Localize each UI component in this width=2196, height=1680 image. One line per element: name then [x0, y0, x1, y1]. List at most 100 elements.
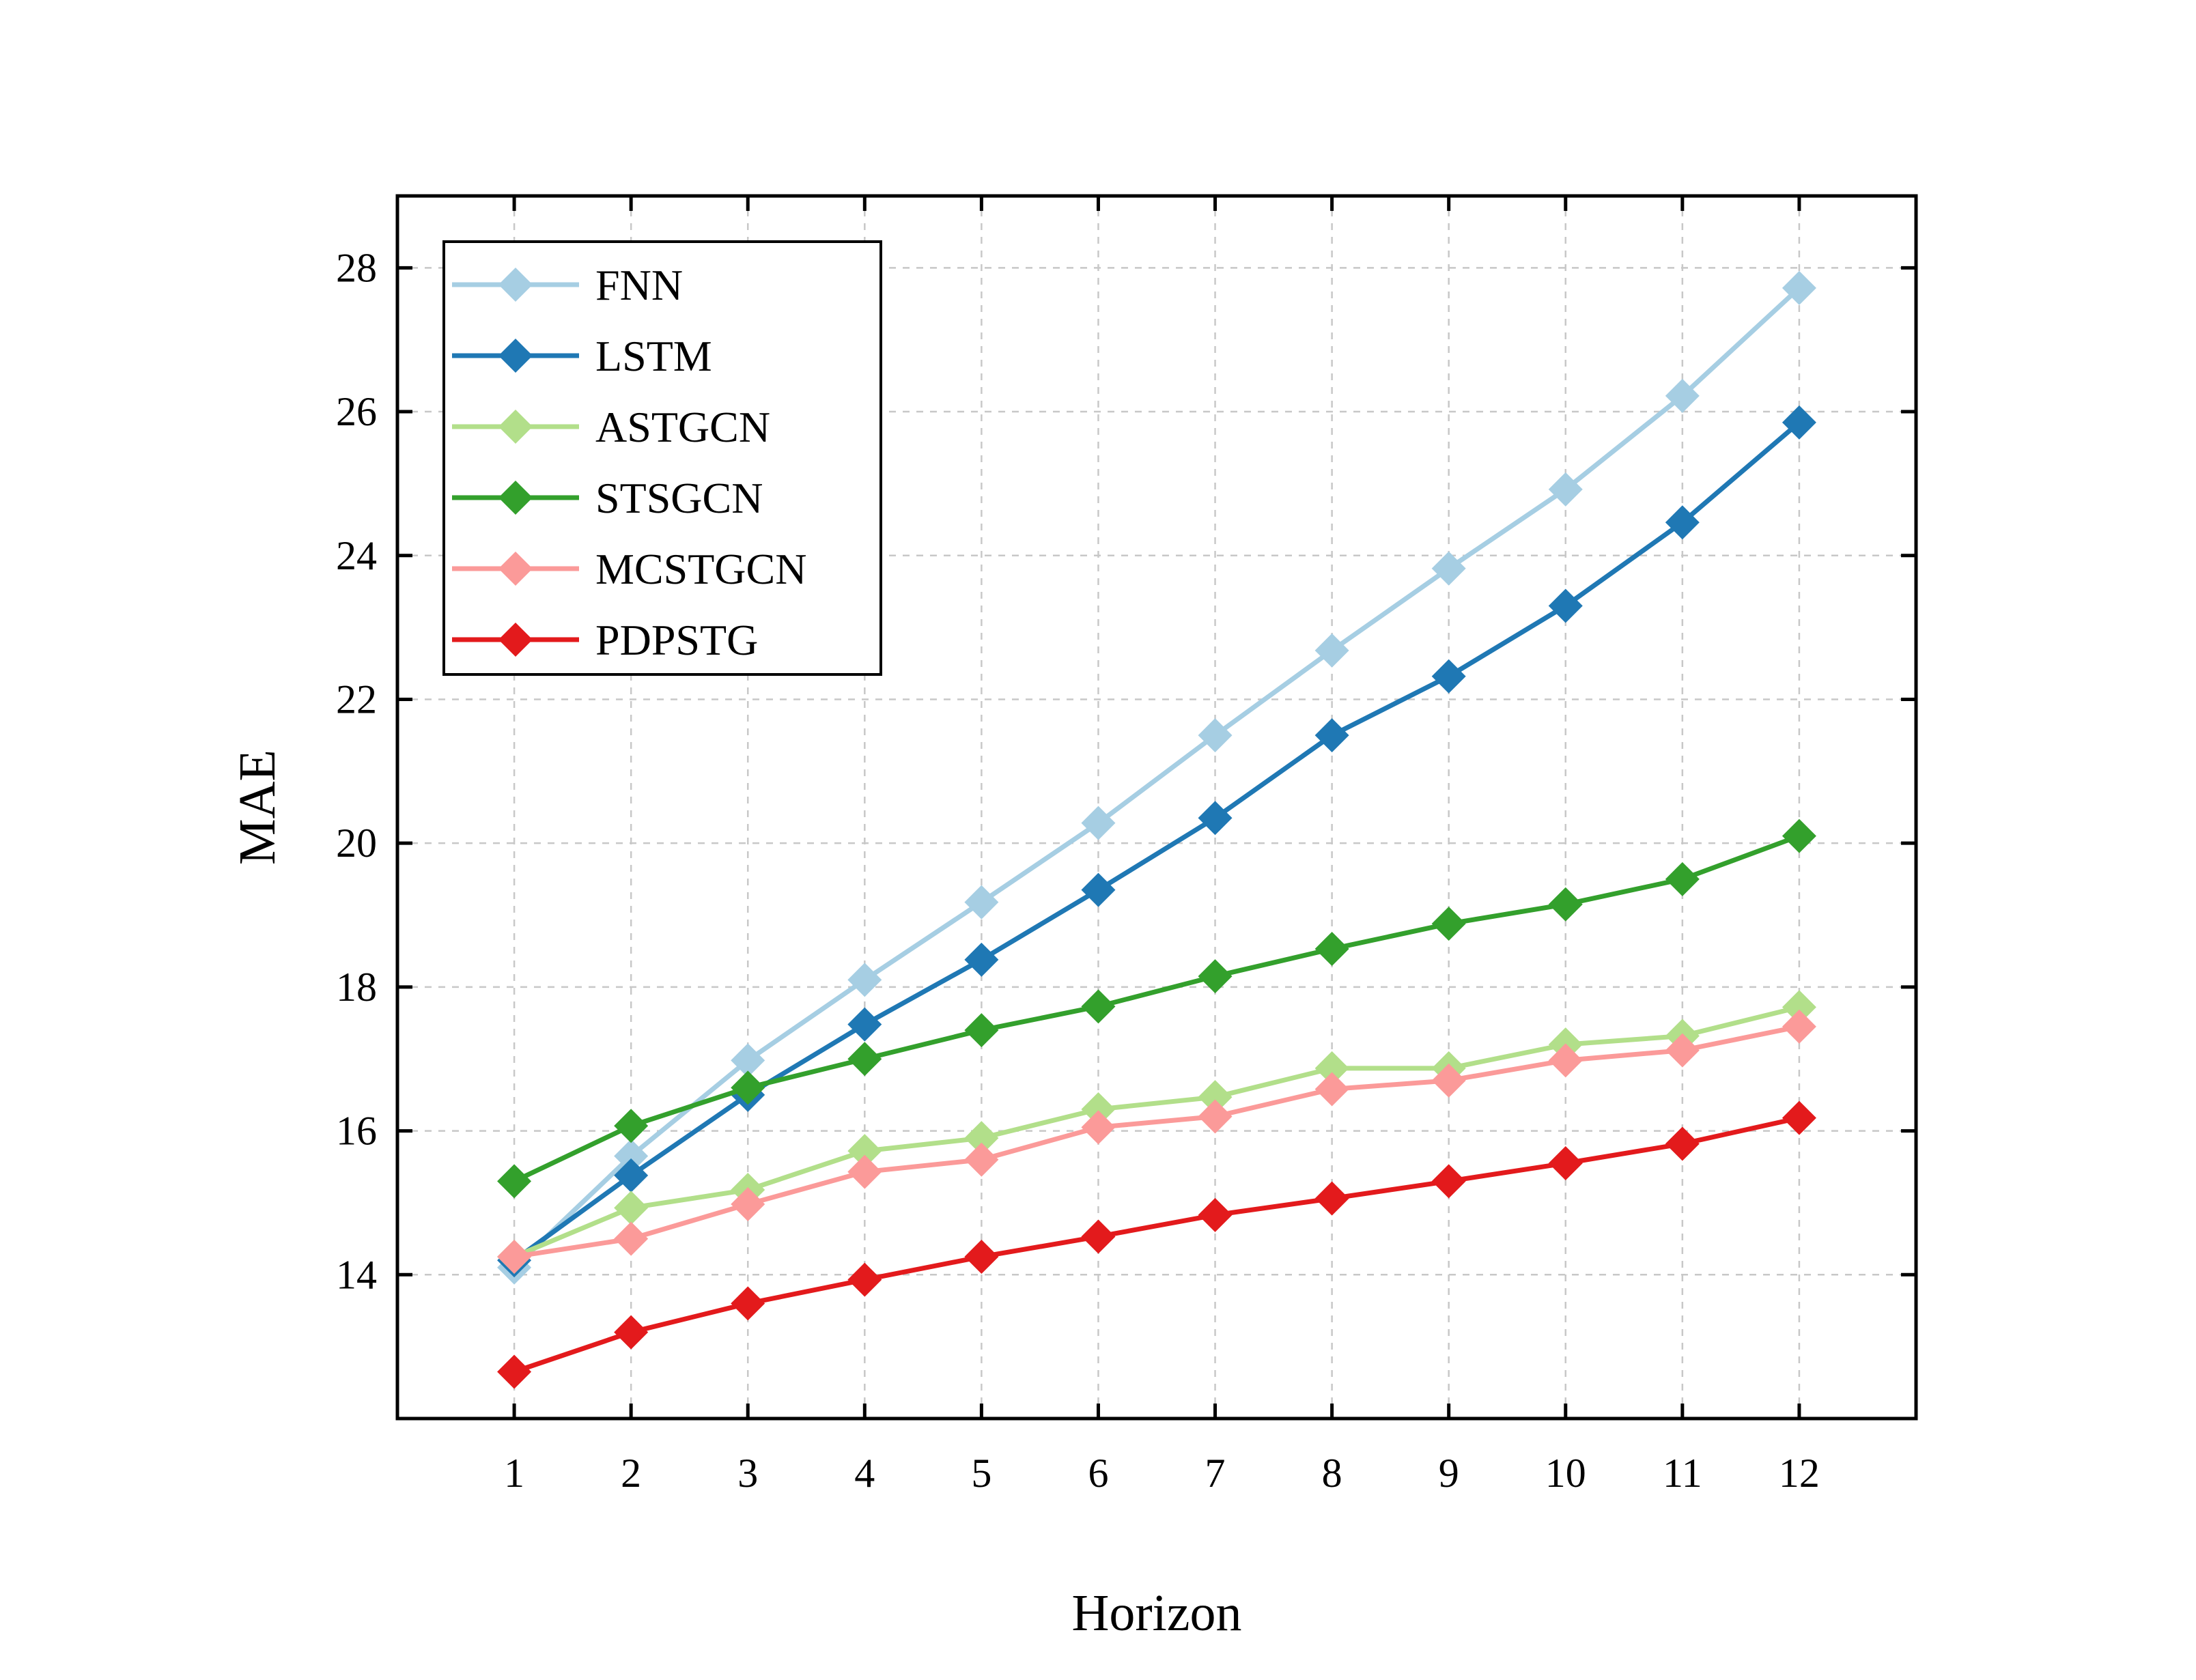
series-fnn — [497, 270, 1816, 1285]
series-line-stsgcn — [513, 834, 1801, 1184]
point-mcstgcn-4 — [847, 1154, 882, 1189]
point-stsgcn-10 — [1548, 887, 1583, 922]
x-tick-label-7: 7 — [1205, 1451, 1226, 1496]
y-tick-label-18: 18 — [336, 965, 377, 1010]
x-tick-label-3: 3 — [737, 1451, 758, 1496]
x-tick-label-5: 5 — [971, 1451, 991, 1496]
point-fnn-7 — [1198, 718, 1233, 753]
point-stsgcn-1 — [497, 1164, 532, 1199]
point-stsgcn-3 — [731, 1070, 765, 1105]
point-stsgcn-8 — [1314, 932, 1349, 967]
x-tick-label-6: 6 — [1088, 1451, 1108, 1496]
legend-swatch-marker — [498, 339, 533, 373]
point-fnn-2 — [614, 1139, 649, 1173]
point-stsgcn-11 — [1665, 862, 1700, 896]
point-astgcn-7 — [1198, 1080, 1233, 1115]
legend: FNN LSTM ASTGCN STSGCN MCSTGCN PDPSTG — [442, 240, 882, 676]
point-mcstgcn-1 — [497, 1239, 532, 1274]
point-pdpstg-8 — [1314, 1181, 1349, 1216]
point-lstm-10 — [1548, 588, 1583, 623]
series-line-astgcn — [513, 1004, 1800, 1259]
series-mcstgcn — [497, 1009, 1816, 1274]
legend-swatch-marker — [498, 481, 533, 515]
point-lstm-6 — [1081, 872, 1116, 907]
legend-item-lstm: LSTM — [452, 332, 712, 380]
y-tick-label-22: 22 — [336, 677, 377, 722]
point-mcstgcn-2 — [614, 1221, 649, 1256]
point-pdpstg-10 — [1548, 1145, 1583, 1180]
legend-swatch-marker — [498, 410, 533, 444]
legend-swatch-marker — [498, 552, 533, 586]
point-mcstgcn-7 — [1198, 1099, 1233, 1134]
point-fnn-12 — [1782, 270, 1816, 305]
point-pdpstg-7 — [1198, 1197, 1233, 1232]
point-astgcn-8 — [1314, 1051, 1349, 1085]
series-line-fnn — [512, 286, 1801, 1270]
legend-item-fnn: FNN — [452, 261, 683, 309]
point-fnn-6 — [1081, 806, 1116, 840]
legend-item-pdpstg: PDPSTG — [452, 616, 758, 664]
point-mcstgcn-9 — [1431, 1063, 1466, 1098]
point-mcstgcn-3 — [731, 1187, 765, 1222]
legend-label-pdpstg: PDPSTG — [595, 616, 758, 664]
point-astgcn-4 — [847, 1134, 882, 1169]
point-fnn-9 — [1431, 551, 1466, 586]
point-pdpstg-6 — [1081, 1219, 1116, 1254]
legend-item-mcstgcn: MCSTGCN — [452, 545, 806, 593]
series-layer — [497, 270, 1816, 1389]
series-line-pdpstg — [513, 1115, 1800, 1374]
point-pdpstg-2 — [614, 1315, 649, 1350]
point-fnn-11 — [1665, 378, 1700, 413]
x-tick-label-11: 11 — [1663, 1451, 1702, 1496]
point-mcstgcn-10 — [1548, 1043, 1583, 1078]
point-mcstgcn-8 — [1314, 1072, 1349, 1107]
point-lstm-7 — [1198, 801, 1233, 836]
x-tick-label-10: 10 — [1545, 1451, 1586, 1496]
x-tick-label-8: 8 — [1322, 1451, 1342, 1496]
point-pdpstg-3 — [731, 1286, 765, 1321]
legend-swatch-marker — [498, 268, 533, 302]
point-stsgcn-12 — [1782, 818, 1816, 853]
legend-item-astgcn: ASTGCN — [452, 403, 770, 451]
legend-label-astgcn: ASTGCN — [595, 403, 770, 451]
x-tick-label-4: 4 — [854, 1451, 875, 1496]
point-pdpstg-4 — [847, 1262, 882, 1297]
point-stsgcn-7 — [1198, 959, 1233, 994]
x-tick-label-2: 2 — [621, 1451, 641, 1496]
series-pdpstg — [497, 1100, 1816, 1389]
point-lstm-9 — [1431, 659, 1466, 694]
point-fnn-4 — [847, 963, 882, 997]
y-tick-label-26: 26 — [336, 389, 377, 434]
point-pdpstg-1 — [497, 1354, 532, 1389]
point-fnn-5 — [964, 885, 999, 920]
series-line-mcstgcn — [513, 1024, 1800, 1259]
point-mcstgcn-12 — [1782, 1009, 1816, 1044]
series-stsgcn — [497, 818, 1816, 1199]
point-pdpstg-9 — [1431, 1164, 1466, 1199]
legend-label-mcstgcn: MCSTGCN — [595, 545, 806, 593]
point-pdpstg-11 — [1665, 1126, 1700, 1161]
point-fnn-8 — [1314, 633, 1349, 668]
y-axis-label: MAE — [229, 750, 286, 865]
y-tick-label-20: 20 — [336, 821, 377, 866]
point-pdpstg-12 — [1782, 1100, 1816, 1135]
y-tick-label-24: 24 — [336, 533, 377, 578]
point-pdpstg-5 — [964, 1239, 999, 1274]
x-tick-label-12: 12 — [1779, 1451, 1820, 1496]
point-stsgcn-9 — [1431, 907, 1466, 941]
plot-frame — [395, 194, 1918, 1421]
point-astgcn-5 — [964, 1121, 999, 1156]
point-stsgcn-4 — [847, 1042, 882, 1077]
legend-label-fnn: FNN — [595, 261, 683, 309]
x-axis-label: Horizon — [1071, 1584, 1241, 1642]
point-lstm-4 — [847, 1007, 882, 1042]
point-stsgcn-6 — [1081, 989, 1116, 1024]
point-stsgcn-5 — [964, 1013, 999, 1048]
point-lstm-12 — [1782, 405, 1816, 440]
y-tick-label-16: 16 — [336, 1109, 377, 1154]
point-lstm-2 — [614, 1158, 649, 1193]
point-lstm-11 — [1665, 505, 1700, 540]
point-stsgcn-2 — [614, 1109, 649, 1143]
point-lstm-8 — [1314, 718, 1349, 753]
